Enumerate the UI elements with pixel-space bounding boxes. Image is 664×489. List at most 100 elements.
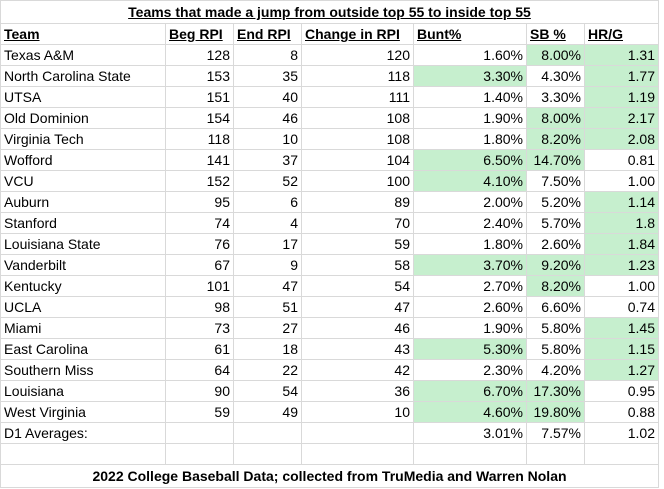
empty-cell <box>233 422 302 444</box>
avg-sb-cell: 7.57% <box>526 422 585 444</box>
footer-note: 2022 College Baseball Data; collected fr… <box>0 464 659 488</box>
change-rpi-cell: 59 <box>301 233 414 255</box>
sb-cell: 4.20% <box>526 359 585 381</box>
change-rpi-cell: 89 <box>301 191 414 213</box>
team-cell: Kentucky <box>0 275 166 297</box>
table-row: East Carolina 61 18 43 5.30% 5.80% 1.15 <box>0 338 659 360</box>
hrg-cell: 1.00 <box>584 170 659 192</box>
end-rpi-cell: 51 <box>233 296 302 318</box>
table-row: UCLA 98 51 47 2.60% 6.60% 0.74 <box>0 296 659 318</box>
header-beg-rpi: Beg RPI <box>165 23 234 45</box>
hrg-cell: 1.77 <box>584 65 659 87</box>
team-cell: Stanford <box>0 212 166 234</box>
beg-rpi-cell: 153 <box>165 65 234 87</box>
change-rpi-cell: 120 <box>301 44 414 66</box>
avg-hrg-cell: 1.02 <box>584 422 659 444</box>
blank-row <box>0 443 659 465</box>
change-rpi-cell: 42 <box>301 359 414 381</box>
hrg-cell: 1.23 <box>584 254 659 276</box>
change-rpi-cell: 70 <box>301 212 414 234</box>
end-rpi-cell: 54 <box>233 380 302 402</box>
team-cell: VCU <box>0 170 166 192</box>
change-rpi-cell: 58 <box>301 254 414 276</box>
beg-rpi-cell: 152 <box>165 170 234 192</box>
bunt-cell: 1.90% <box>413 107 527 129</box>
sb-cell: 8.20% <box>526 275 585 297</box>
empty-cell <box>165 443 234 465</box>
team-cell: North Carolina State <box>0 65 166 87</box>
table-row: UTSA 151 40 111 1.40% 3.30% 1.19 <box>0 86 659 108</box>
bunt-cell: 1.40% <box>413 86 527 108</box>
hrg-cell: 1.14 <box>584 191 659 213</box>
sb-cell: 5.70% <box>526 212 585 234</box>
beg-rpi-cell: 95 <box>165 191 234 213</box>
table-row: Auburn 95 6 89 2.00% 5.20% 1.14 <box>0 191 659 213</box>
table-row: Miami 73 27 46 1.90% 5.80% 1.45 <box>0 317 659 339</box>
hrg-cell: 0.81 <box>584 149 659 171</box>
sb-cell: 8.00% <box>526 107 585 129</box>
empty-cell <box>301 443 414 465</box>
bunt-cell: 2.30% <box>413 359 527 381</box>
header-bunt: Bunt% <box>413 23 527 45</box>
bunt-cell: 3.30% <box>413 65 527 87</box>
end-rpi-cell: 6 <box>233 191 302 213</box>
hrg-cell: 1.00 <box>584 275 659 297</box>
beg-rpi-cell: 76 <box>165 233 234 255</box>
bunt-cell: 1.60% <box>413 44 527 66</box>
table-row: Kentucky 101 47 54 2.70% 8.20% 1.00 <box>0 275 659 297</box>
hrg-cell: 1.15 <box>584 338 659 360</box>
team-cell: Louisiana State <box>0 233 166 255</box>
end-rpi-cell: 17 <box>233 233 302 255</box>
beg-rpi-cell: 61 <box>165 338 234 360</box>
bunt-cell: 2.60% <box>413 296 527 318</box>
header-row: Team Beg RPI End RPI Change in RPI Bunt%… <box>0 23 659 45</box>
beg-rpi-cell: 151 <box>165 86 234 108</box>
team-cell: Wofford <box>0 149 166 171</box>
bunt-cell: 1.80% <box>413 233 527 255</box>
change-rpi-cell: 108 <box>301 128 414 150</box>
end-rpi-cell: 8 <box>233 44 302 66</box>
bunt-cell: 6.50% <box>413 149 527 171</box>
sb-cell: 5.80% <box>526 338 585 360</box>
table-title: Teams that made a jump from outside top … <box>0 0 659 24</box>
hrg-cell: 2.17 <box>584 107 659 129</box>
beg-rpi-cell: 74 <box>165 212 234 234</box>
header-change-rpi: Change in RPI <box>301 23 414 45</box>
sb-cell: 19.80% <box>526 401 585 423</box>
end-rpi-cell: 52 <box>233 170 302 192</box>
end-rpi-cell: 37 <box>233 149 302 171</box>
team-cell: Auburn <box>0 191 166 213</box>
change-rpi-cell: 43 <box>301 338 414 360</box>
team-cell: Vanderbilt <box>0 254 166 276</box>
header-sb: SB % <box>526 23 585 45</box>
bunt-cell: 5.30% <box>413 338 527 360</box>
team-cell: Old Dominion <box>0 107 166 129</box>
table-row: Old Dominion 154 46 108 1.90% 8.00% 2.17 <box>0 107 659 129</box>
table-row: West Virginia 59 49 10 4.60% 19.80% 0.88 <box>0 401 659 423</box>
sb-cell: 3.30% <box>526 86 585 108</box>
end-rpi-cell: 35 <box>233 65 302 87</box>
end-rpi-cell: 49 <box>233 401 302 423</box>
sb-cell: 6.60% <box>526 296 585 318</box>
team-cell: East Carolina <box>0 338 166 360</box>
change-rpi-cell: 36 <box>301 380 414 402</box>
avg-bunt-cell: 3.01% <box>413 422 527 444</box>
beg-rpi-cell: 64 <box>165 359 234 381</box>
table-row: Southern Miss 64 22 42 2.30% 4.20% 1.27 <box>0 359 659 381</box>
sb-cell: 17.30% <box>526 380 585 402</box>
change-rpi-cell: 46 <box>301 317 414 339</box>
sb-cell: 9.20% <box>526 254 585 276</box>
sb-cell: 4.30% <box>526 65 585 87</box>
sb-cell: 2.60% <box>526 233 585 255</box>
averages-row: D1 Averages: 3.01% 7.57% 1.02 <box>0 422 659 444</box>
table-row: Louisiana 90 54 36 6.70% 17.30% 0.95 <box>0 380 659 402</box>
empty-cell <box>526 443 585 465</box>
end-rpi-cell: 46 <box>233 107 302 129</box>
table-row: Wofford 141 37 104 6.50% 14.70% 0.81 <box>0 149 659 171</box>
end-rpi-cell: 40 <box>233 86 302 108</box>
beg-rpi-cell: 141 <box>165 149 234 171</box>
table-row: North Carolina State 153 35 118 3.30% 4.30% 1.… <box>0 65 659 87</box>
header-team: Team <box>0 23 166 45</box>
bunt-cell: 4.10% <box>413 170 527 192</box>
bunt-cell: 3.70% <box>413 254 527 276</box>
